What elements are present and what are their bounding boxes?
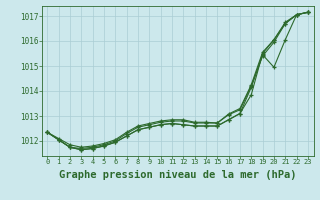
- X-axis label: Graphe pression niveau de la mer (hPa): Graphe pression niveau de la mer (hPa): [59, 170, 296, 180]
